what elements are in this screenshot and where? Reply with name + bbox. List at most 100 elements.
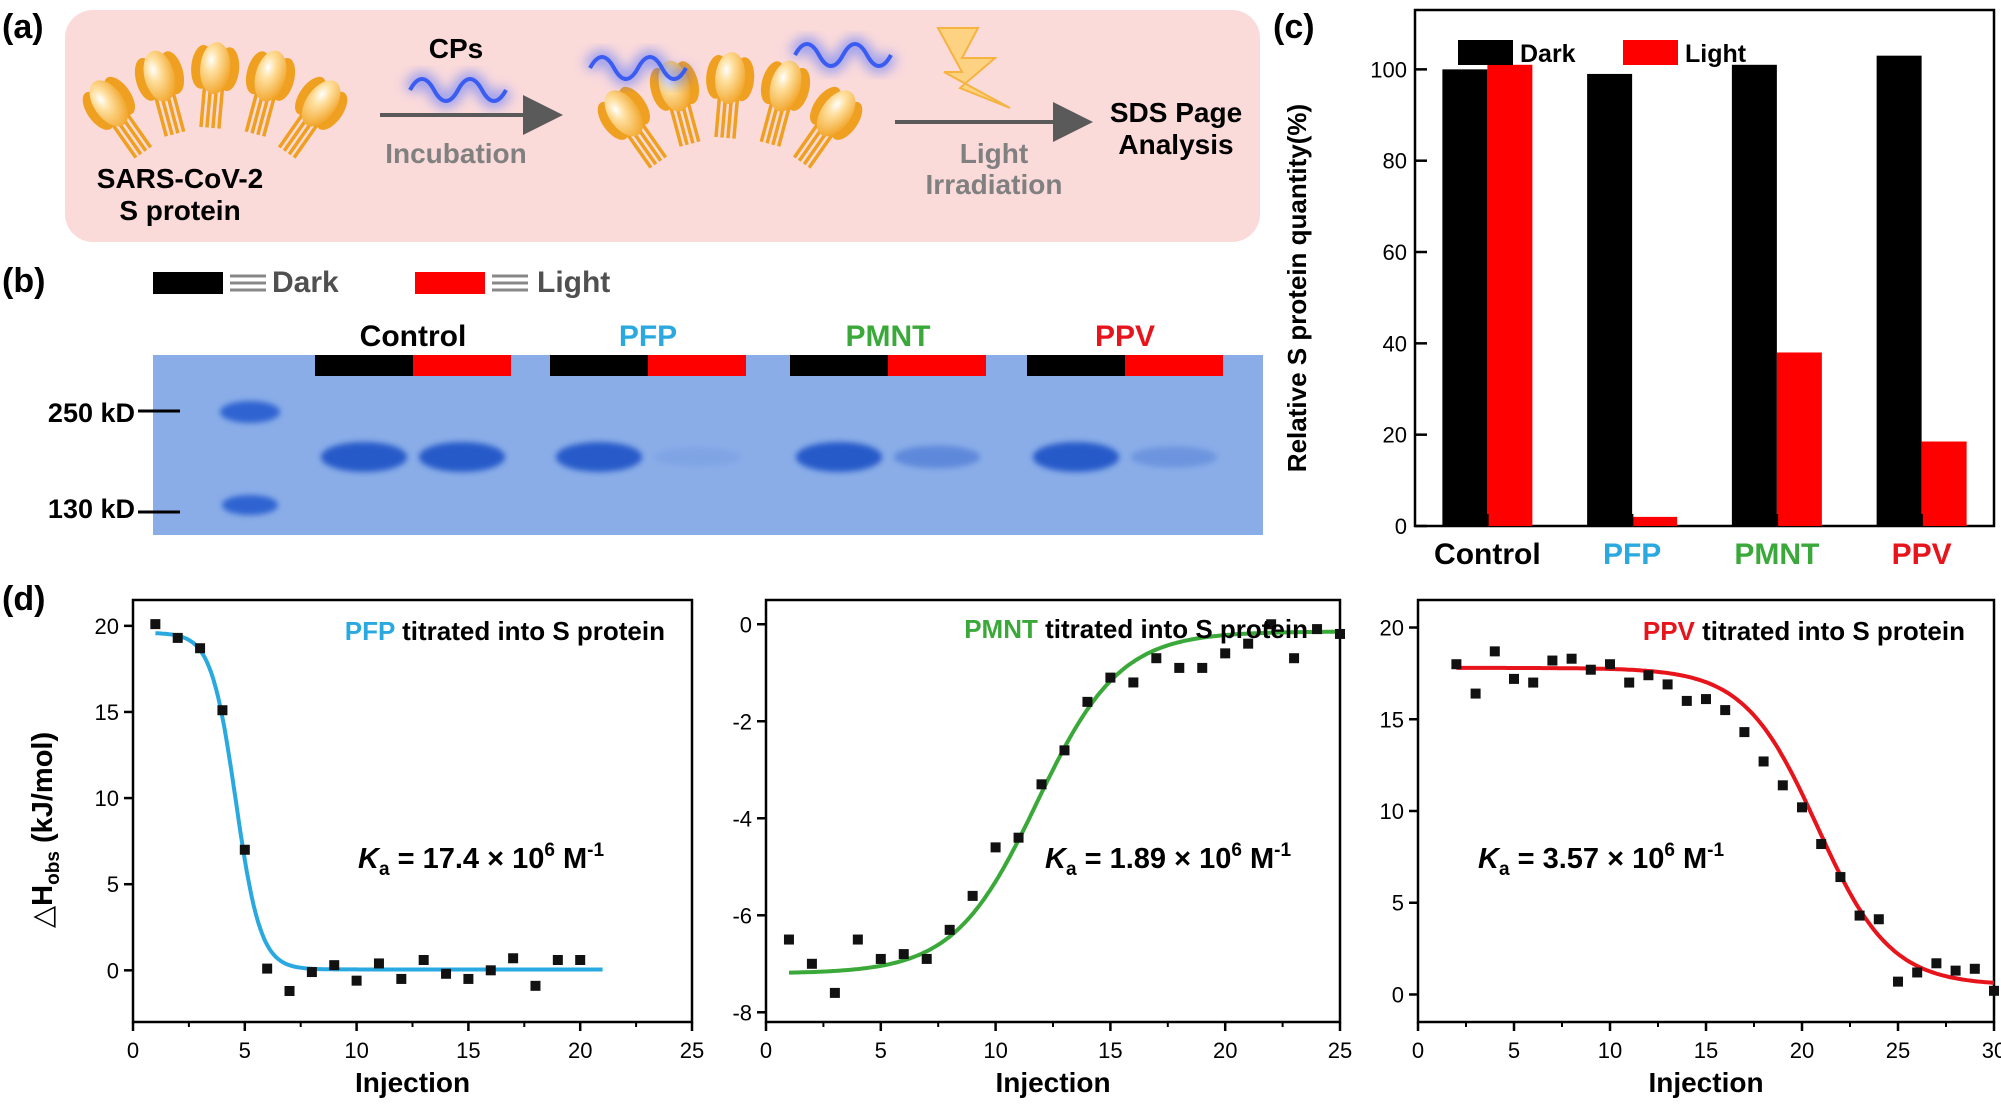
spike-stalk: [732, 98, 740, 139]
dh-unit: (kJ/mol): [27, 732, 59, 851]
data-point: [1220, 648, 1231, 659]
gel-light-lane-bar: [1125, 355, 1223, 376]
x-tick-label: 15: [1098, 1038, 1122, 1063]
spike-protein-icon: [597, 86, 668, 169]
bar-dark: [1731, 64, 1777, 527]
ladder-band-250: [220, 401, 280, 423]
data-point: [530, 980, 541, 991]
spike-stalk: [759, 102, 774, 143]
x-tick-label: 20: [568, 1038, 592, 1063]
spike-stalk: [256, 95, 270, 136]
x-category-label: Control: [1434, 538, 1541, 571]
data-point: [1036, 779, 1047, 790]
itc-plot-ppv: 0 5 10 15 20 25 30 0 5 10 15 20 Injection PPV titrate…: [1380, 598, 2001, 1098]
bound-cp-polymer: [588, 55, 688, 81]
data-point: [1758, 756, 1769, 767]
spike-protein-icon: [759, 60, 811, 147]
spike-head: [604, 90, 644, 137]
spike-stalk: [720, 97, 728, 138]
gel-group-label: PFP: [619, 320, 677, 353]
spike-stalk: [199, 86, 207, 128]
y-tick-label: -2: [732, 709, 752, 734]
data-point: [852, 934, 863, 945]
incubation-label: Incubation: [385, 138, 527, 169]
gel-dark-lane-bar: [790, 355, 888, 376]
panel-a: (a) SARS-CoV-2 S protein CPs Incubation …: [2, 8, 1260, 242]
data-point: [1797, 802, 1807, 813]
data-point: [1174, 662, 1185, 673]
data-point: [944, 924, 955, 935]
ka-symbol: K: [1045, 843, 1068, 875]
y-tick-label: 20: [1380, 616, 1404, 641]
spike-stalk: [641, 123, 668, 159]
data-point: [1643, 670, 1654, 681]
spike-stalk: [171, 92, 186, 133]
bar-light: [1776, 352, 1822, 526]
ka-symbol: K: [358, 843, 381, 875]
data-point: [463, 973, 474, 984]
spike-stalk: [287, 120, 314, 156]
data-point: [262, 963, 273, 974]
data-point: [1681, 695, 1692, 706]
spike-stalk: [765, 104, 780, 144]
spike-stalk: [669, 107, 684, 147]
cps-label: CPs: [429, 33, 483, 64]
data-point: [1701, 694, 1711, 705]
scheme-background: [65, 10, 1260, 242]
bar-dark: [1442, 69, 1488, 527]
legend-swatch: [1458, 40, 1513, 65]
ka-value: = 17.4 × 10: [390, 843, 545, 875]
legend-dark-lines-icon: [230, 274, 266, 292]
data-point: [441, 968, 452, 979]
spike-protein-icon: [191, 42, 240, 129]
data-point: [1335, 628, 1345, 639]
panel-a-label: (a): [2, 8, 44, 46]
legend-label: Light: [1685, 40, 1747, 68]
data-point: [373, 958, 384, 969]
data-point: [967, 890, 978, 901]
data-point: [1266, 619, 1277, 630]
data-point: [1059, 745, 1070, 756]
data-point: [1451, 659, 1462, 670]
ka-exponent: 6: [1231, 840, 1242, 861]
y-tick-label: 0: [740, 612, 752, 637]
spike-head: [143, 50, 176, 102]
spike-stalk: [802, 130, 829, 166]
marker-130-label: 130 kD: [48, 494, 135, 524]
x-tick-label: 15: [456, 1038, 480, 1063]
protein-label-line2: S protein: [119, 195, 240, 226]
x-tick-label: 10: [1598, 1038, 1622, 1063]
dh-symbol: △H: [27, 885, 59, 928]
data-point: [1312, 624, 1323, 635]
data-point: [195, 643, 206, 654]
spike-head: [715, 52, 746, 104]
x-tick-label: 0: [1412, 1038, 1424, 1063]
legend-light-label: Light: [537, 266, 610, 299]
data-point: [1873, 914, 1884, 925]
spike-stalk: [121, 117, 148, 152]
ka-annotation: Ka = 1.89 × 106 M-1: [1045, 840, 1291, 880]
data-point: [1013, 832, 1024, 843]
data-point: [1662, 679, 1673, 690]
bar-dark: [1587, 73, 1633, 527]
gel-band: [893, 445, 981, 469]
title-suffix: titrated into S protein: [1695, 616, 1965, 646]
spike-stalk: [680, 104, 695, 144]
spike-protein-icon: [82, 76, 153, 159]
legend-dark-label: Dark: [272, 266, 339, 299]
data-point: [239, 844, 250, 855]
title-polymer: PFP: [345, 616, 395, 646]
spike-stalk: [217, 88, 225, 129]
x-tick-label: 30: [1982, 1038, 2001, 1063]
spike-stalk: [205, 87, 213, 128]
data-point: [1777, 780, 1788, 791]
bound-protein-cluster-icon: [583, 37, 898, 169]
data-point: [1835, 872, 1846, 883]
spike-protein-icon: [244, 50, 296, 137]
ka-exponent: 6: [1664, 840, 1675, 861]
gel-light-lane-bar: [413, 355, 511, 376]
data-point: [575, 954, 586, 965]
spike-protein-icon: [706, 52, 755, 139]
legend-swatch: [1623, 40, 1678, 65]
bound-cp-polymer: [793, 42, 893, 68]
